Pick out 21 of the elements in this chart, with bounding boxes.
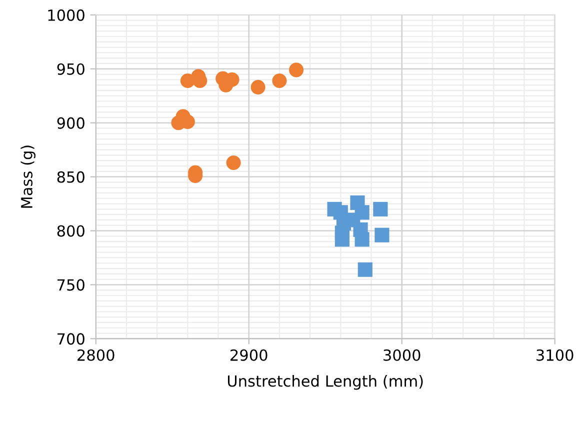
x-tick-label: 3100: [536, 349, 574, 361]
y-tick-label: 700: [58, 333, 84, 345]
point: [289, 62, 304, 78]
x-axis-title: Unstretched Length (mm): [228, 374, 423, 390]
x-tick-label: 2800: [78, 349, 114, 361]
point: [334, 232, 350, 247]
y-tick-label: 1000: [48, 9, 84, 21]
point: [272, 73, 287, 88]
point: [358, 262, 372, 277]
y-tick-label: 950: [57, 63, 84, 75]
point: [374, 228, 390, 242]
point: [250, 80, 266, 94]
y-axis-title: Mass (g): [20, 146, 36, 208]
y-tick-label: 750: [58, 279, 84, 291]
point: [373, 202, 388, 216]
y-tick-label: 850: [57, 171, 84, 183]
point: [226, 155, 241, 170]
y-tick-label: 800: [57, 225, 84, 237]
y-tick-label: 900: [57, 117, 84, 129]
x-tick-label: 2900: [230, 349, 268, 361]
x-tick-label: 3000: [384, 349, 420, 361]
